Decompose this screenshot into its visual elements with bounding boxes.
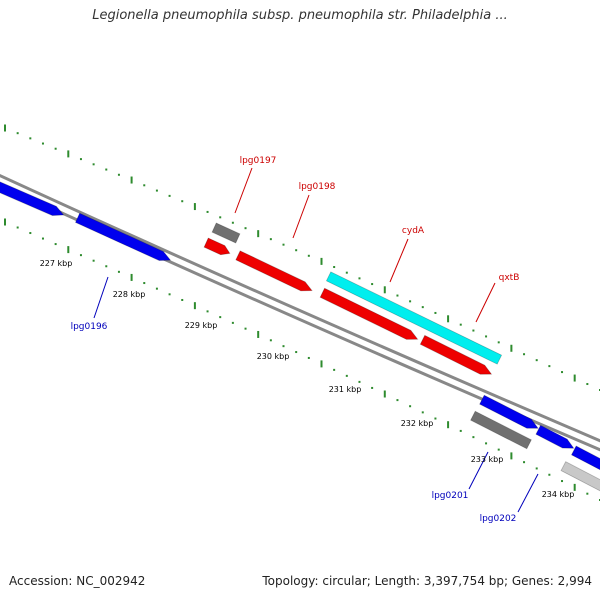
tick-label: 230 kbp	[257, 352, 290, 361]
gene-label-qxtB: qxtB	[499, 273, 520, 283]
gene-features[interactable]	[0, 171, 600, 499]
leader-line	[93, 276, 109, 319]
gene-feature[interactable]	[419, 334, 493, 378]
leader-line	[475, 282, 496, 323]
gene-label-lpg0198: lpg0198	[299, 182, 336, 192]
leader-line	[468, 451, 489, 490]
leader-line	[234, 167, 253, 214]
accession-label: Accession: NC_002942	[9, 574, 146, 588]
gene-label-lpg0202: lpg0202	[480, 514, 517, 524]
gene-cydA[interactable]	[319, 287, 420, 343]
tick-label: 233 kbp	[471, 455, 504, 464]
gene-label-lpg0201: lpg0201	[432, 491, 469, 501]
label-leader-lines	[93, 167, 539, 513]
gene-lpg0198[interactable]	[203, 237, 232, 258]
gene-qxtB[interactable]	[325, 271, 503, 365]
gene-labels: lpg0196 lpg0197 lpg0198 cydA qxtB lpg0201 lpg0…	[71, 156, 520, 524]
tick-label: 231 kbp	[329, 385, 362, 394]
tick-label: 232 kbp	[401, 419, 434, 428]
topology-label: Topology: circular; Length: 3,397,754 bp…	[262, 574, 592, 588]
gene-lpg0197[interactable]	[211, 222, 241, 244]
backbone-line	[0, 173, 600, 443]
leader-line	[292, 194, 310, 239]
gene-feature[interactable]	[570, 445, 600, 478]
tick-label: 234 kbp	[542, 490, 575, 499]
gene-label-lpg0197: lpg0197	[240, 156, 277, 166]
tick-label: 228 kbp	[113, 290, 146, 299]
gene-lpg0201[interactable]	[470, 410, 532, 450]
leader-line	[517, 473, 539, 513]
gene-feature[interactable]	[535, 424, 576, 452]
gene-label-lpg0196: lpg0196	[71, 322, 108, 332]
leader-line	[389, 238, 409, 283]
gene-lpg0196[interactable]	[74, 212, 173, 264]
tick-label: 229 kbp	[185, 321, 218, 330]
map-title: Legionella pneumophila subsp. pneumophil…	[92, 8, 508, 23]
gene-feature[interactable]	[0, 171, 66, 219]
gene-feature[interactable]	[479, 394, 541, 433]
gene-label-cydA: cydA	[402, 226, 425, 236]
gene-feature[interactable]	[235, 250, 314, 295]
inner-tick-track	[4, 218, 600, 501]
gene-lpg0202[interactable]	[560, 461, 600, 499]
tick-labels: 227 kbp 228 kbp 229 kbp 230 kbp 231 kbp 232 k…	[40, 259, 575, 499]
outer-tick-track	[4, 124, 600, 391]
tick-label: 227 kbp	[40, 259, 73, 268]
